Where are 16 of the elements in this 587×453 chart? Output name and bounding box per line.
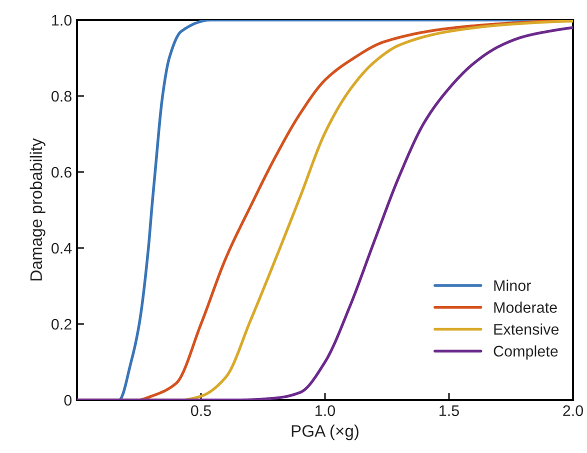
y-axis-title: Damage probability xyxy=(30,138,46,280)
x-tick-label: 1.5 xyxy=(440,405,459,416)
legend-label: Moderate xyxy=(494,302,557,313)
legend-label: Minor xyxy=(494,280,531,291)
x-tick-label: 0.5 xyxy=(190,405,211,416)
legend-label: Extensive xyxy=(494,324,559,335)
y-tick-label: 0.2 xyxy=(52,318,72,330)
x-tick-label: 1.0 xyxy=(316,405,336,416)
y-tick-label: 0.8 xyxy=(52,90,72,102)
y-tick-label: 0.6 xyxy=(52,166,72,178)
y-tick-label: 1.0 xyxy=(52,14,72,26)
x-axis-title: PGA (×g) xyxy=(292,424,358,440)
y-tick-label: 0 xyxy=(64,394,72,406)
x-tick-label: 2.0 xyxy=(563,405,584,416)
legend-label: Complete xyxy=(494,345,558,360)
y-tick-label: 0.4 xyxy=(52,242,72,254)
